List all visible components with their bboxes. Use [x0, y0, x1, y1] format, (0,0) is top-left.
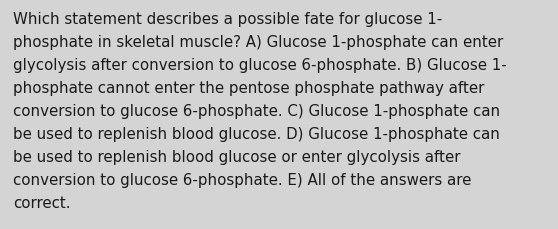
- Text: phosphate cannot enter the pentose phosphate pathway after: phosphate cannot enter the pentose phosp…: [13, 81, 484, 95]
- Text: be used to replenish blood glucose or enter glycolysis after: be used to replenish blood glucose or en…: [13, 149, 460, 164]
- Text: correct.: correct.: [13, 195, 70, 210]
- Text: Which statement describes a possible fate for glucose 1-: Which statement describes a possible fat…: [13, 12, 442, 27]
- Text: conversion to glucose 6-phosphate. E) All of the answers are: conversion to glucose 6-phosphate. E) Al…: [13, 172, 472, 187]
- Text: conversion to glucose 6-phosphate. C) Glucose 1-phosphate can: conversion to glucose 6-phosphate. C) Gl…: [13, 104, 500, 118]
- Text: phosphate in skeletal muscle? A) Glucose 1-phosphate can enter: phosphate in skeletal muscle? A) Glucose…: [13, 35, 503, 50]
- Text: be used to replenish blood glucose. D) Glucose 1-phosphate can: be used to replenish blood glucose. D) G…: [13, 126, 500, 141]
- Text: glycolysis after conversion to glucose 6-phosphate. B) Glucose 1-: glycolysis after conversion to glucose 6…: [13, 58, 507, 73]
